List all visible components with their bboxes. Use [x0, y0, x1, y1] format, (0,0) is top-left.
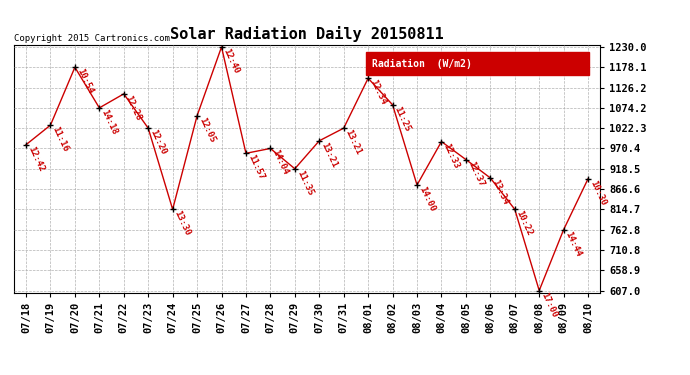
Text: 12:05: 12:05: [197, 116, 217, 144]
Text: 12:28: 12:28: [124, 94, 144, 122]
Text: 12:42: 12:42: [26, 145, 46, 173]
Text: 10:30: 10:30: [588, 179, 608, 207]
Text: 14:04: 14:04: [270, 148, 290, 177]
Text: 13:21: 13:21: [344, 128, 363, 156]
Text: 10:22: 10:22: [515, 209, 534, 237]
Text: 12:37: 12:37: [466, 159, 485, 188]
Text: 12:34: 12:34: [368, 78, 388, 106]
Text: 12:33: 12:33: [442, 142, 461, 170]
Text: 11:57: 11:57: [246, 153, 266, 182]
Title: Solar Radiation Daily 20150811: Solar Radiation Daily 20150811: [170, 27, 444, 42]
Text: 14:44: 14:44: [564, 230, 583, 258]
Text: 11:16: 11:16: [50, 125, 70, 153]
Text: 17:00: 17:00: [539, 291, 559, 319]
Text: 11:35: 11:35: [295, 169, 315, 197]
FancyBboxPatch shape: [366, 53, 589, 75]
Text: Copyright 2015 Cartronics.com: Copyright 2015 Cartronics.com: [14, 33, 170, 42]
Text: 13:21: 13:21: [319, 141, 339, 169]
Text: Radiation  (W/m2): Radiation (W/m2): [371, 58, 471, 69]
Text: 14:00: 14:00: [417, 185, 437, 213]
Text: 12:20: 12:20: [148, 128, 168, 156]
Text: 13:30: 13:30: [172, 209, 192, 237]
Text: 14:18: 14:18: [99, 108, 119, 136]
Text: 12:40: 12:40: [221, 47, 241, 75]
Text: 10:54: 10:54: [75, 67, 95, 95]
Text: 13:34: 13:34: [491, 178, 510, 206]
Text: 11:25: 11:25: [393, 105, 412, 133]
